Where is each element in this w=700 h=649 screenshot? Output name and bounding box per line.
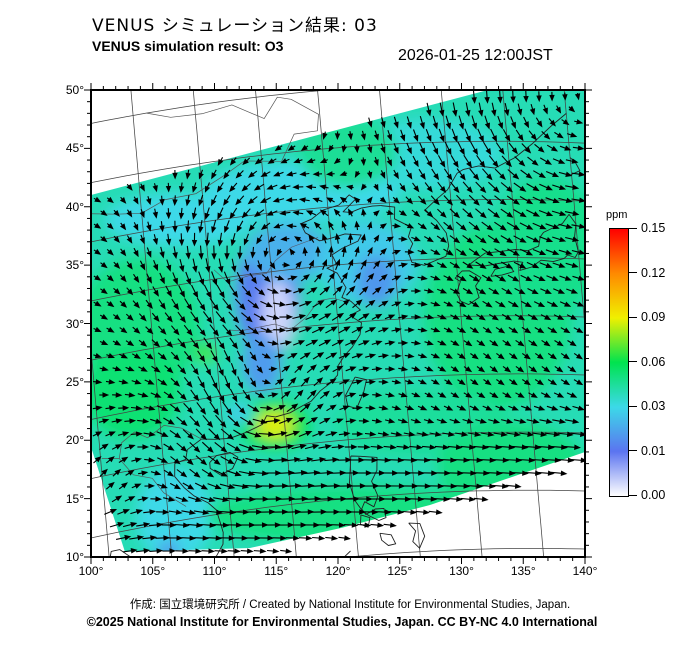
coastlines: [109, 113, 581, 557]
colorbar-tick-label: 0.15: [641, 221, 666, 235]
footer-copyright: ©2025 National Institute for Environment…: [86, 615, 598, 629]
colorbar-unit-label: ppm: [606, 209, 628, 221]
lon-tick-label: 140°: [572, 564, 598, 578]
colorbar-tick-mark: [628, 316, 637, 318]
map-interior: [91, 90, 585, 557]
lon-tick-label: 105°: [140, 564, 166, 578]
colorbar-tick-mark: [628, 272, 637, 273]
wind-vectors: [92, 90, 585, 554]
footer-credit: 作成: 国立環境研究所 / Created by National Instit…: [129, 599, 571, 611]
lon-tick-label: 100°: [78, 564, 104, 578]
colorbar-tick-mark: [628, 227, 637, 229]
figure-title-en: VENUS simulation result: O3: [92, 38, 284, 54]
figure-title-ja: VENUS シミュレーション結果: 03: [92, 16, 378, 36]
lat-tick-label: 30°: [65, 316, 84, 331]
lat-tick-label: 50°: [65, 83, 84, 97]
colorbar-tick-mark: [628, 494, 637, 496]
lat-tick-label: 10°: [65, 550, 84, 564]
colorbar: [609, 228, 629, 497]
colorbar-tick-label: 0.06: [641, 354, 666, 369]
lon-tick-label: 135°: [510, 564, 536, 578]
lat-tick-label: 25°: [65, 374, 84, 389]
colorbar-tick-mark: [628, 405, 637, 407]
lon-tick-label: 115°: [264, 564, 289, 578]
lat-tick-label: 45°: [65, 141, 84, 156]
frame-ticks: [84, 83, 592, 564]
colorbar-tick-label: 0.01: [641, 443, 666, 458]
lon-tick-label: 110°: [202, 564, 227, 578]
colorbar-tick-label: 0.09: [641, 310, 666, 324]
colorbar-tick-mark: [628, 450, 637, 451]
lat-tick-label: 40°: [65, 199, 84, 214]
colorbar-tick-label: 0.12: [641, 265, 666, 280]
lat-tick-label: 15°: [65, 491, 84, 506]
colorbar-tick-label: 0.00: [641, 488, 666, 502]
lat-tick-label: 35°: [65, 258, 84, 273]
lon-tick-label: 120°: [325, 564, 351, 578]
timestamp: 2026-01-25 12:00JST: [398, 47, 553, 64]
colorbar-tick-mark: [628, 361, 637, 362]
lat-tick-label: 20°: [65, 433, 84, 448]
lon-tick-label: 125°: [387, 564, 413, 578]
colorbar-tick-label: 0.03: [641, 399, 666, 413]
lon-tick-label: 130°: [449, 564, 474, 578]
